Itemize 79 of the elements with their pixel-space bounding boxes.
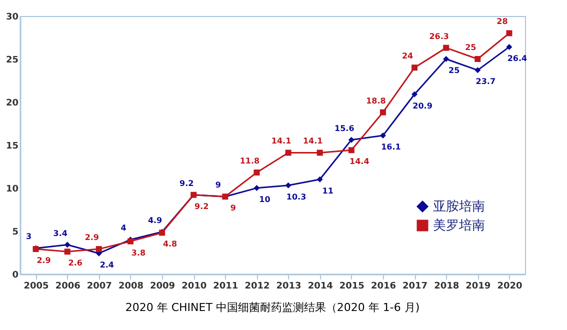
data-label: 25 — [448, 66, 460, 75]
data-label: 2.4 — [100, 260, 114, 270]
x-tick-label: 2016 — [370, 282, 396, 292]
x-tick-label: 2017 — [402, 282, 428, 292]
data-label: 10 — [259, 195, 271, 204]
legend-label: 亚胺培南 — [433, 200, 485, 214]
point — [474, 56, 481, 62]
data-label: 10.3 — [286, 192, 306, 202]
point — [96, 246, 102, 252]
data-label: 25 — [465, 43, 477, 52]
data-label: 24 — [402, 52, 414, 61]
point — [412, 91, 418, 98]
point — [348, 147, 354, 154]
data-label: 14.1 — [302, 136, 324, 146]
data-label: 2.9 — [84, 233, 100, 242]
x-tick-label: 2019 — [466, 282, 491, 292]
data-label: 3.8 — [131, 248, 146, 258]
data-label: 4 — [120, 224, 127, 233]
data-label: 26.4 — [507, 54, 528, 63]
x-tick-label: 2018 — [434, 282, 460, 292]
point — [64, 248, 70, 255]
point — [316, 150, 323, 156]
point — [64, 242, 70, 248]
data-label: 26.3 — [429, 32, 449, 41]
point — [285, 182, 292, 188]
x-tick-label: 2010 — [182, 282, 207, 292]
point — [380, 109, 386, 116]
data-label: 3 — [26, 232, 32, 242]
y-tick-label: 5 — [12, 228, 18, 238]
point — [380, 132, 386, 139]
y-tick-label: 15 — [6, 142, 18, 152]
point — [506, 30, 512, 36]
point — [506, 44, 512, 50]
y-tick-label: 0 — [12, 270, 18, 280]
x-tick-label: 2011 — [213, 282, 238, 292]
x-tick-label: 2014 — [308, 282, 333, 292]
data-label: 16.1 — [381, 142, 402, 152]
text: 2020 年 CHINET 中国细菌耐药监测结果（2020 年 1-6 月) — [125, 301, 420, 314]
data-label: 2.6 — [68, 258, 83, 268]
x-tick-label: 2013 — [276, 282, 302, 292]
data-label: 18.8 — [366, 96, 386, 106]
data-label: 9 — [215, 180, 222, 190]
data-label: 3.4 — [53, 228, 68, 238]
data-label: 20.9 — [412, 101, 433, 110]
x-tick-label: 2012 — [244, 282, 270, 292]
legend-label: 美罗培南 — [433, 218, 485, 234]
point — [348, 136, 354, 143]
x-tick-label: 2015 — [339, 282, 364, 292]
data-label: 28 — [496, 17, 508, 26]
point — [254, 170, 260, 176]
point — [443, 56, 450, 62]
point — [474, 67, 481, 74]
data-label: 4.8 — [162, 240, 178, 249]
y-tick-label: 25 — [6, 56, 18, 66]
point — [316, 176, 323, 182]
y-tick-label: 20 — [6, 98, 18, 108]
x-tick-label: 2020 — [497, 282, 522, 292]
x-tick-label: 2009 — [150, 282, 176, 292]
data-label: 11 — [322, 186, 334, 196]
data-label: 4.9 — [148, 216, 163, 225]
data-label: 2.9 — [36, 256, 52, 266]
x-tick-label: 2007 — [86, 282, 112, 292]
y-tick-label: 10 — [6, 184, 18, 194]
x-tick-label: 2005 — [24, 282, 49, 292]
data-label: 14.1 — [271, 136, 292, 146]
point — [443, 44, 450, 51]
data-label: 14.4 — [350, 157, 370, 166]
data-label: 23.7 — [476, 77, 496, 86]
x-tick-label: 2006 — [55, 282, 80, 292]
data-label: 9 — [230, 204, 236, 213]
point — [285, 150, 292, 156]
point — [254, 185, 260, 191]
x-tick-label: 2008 — [118, 282, 144, 292]
data-label: 15.6 — [334, 124, 355, 133]
y-tick-label: 30 — [6, 12, 18, 22]
point — [412, 64, 418, 71]
data-label: 9.2 — [180, 178, 194, 188]
data-label: 11.8 — [240, 156, 260, 166]
data-label: 9.2 — [194, 202, 209, 211]
